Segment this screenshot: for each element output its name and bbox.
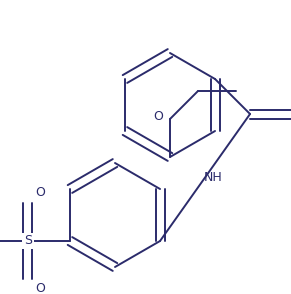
Text: O: O [35,283,45,294]
Text: S: S [24,235,32,248]
Text: O: O [35,186,45,200]
Text: NH: NH [204,171,222,184]
Text: O: O [153,111,163,123]
